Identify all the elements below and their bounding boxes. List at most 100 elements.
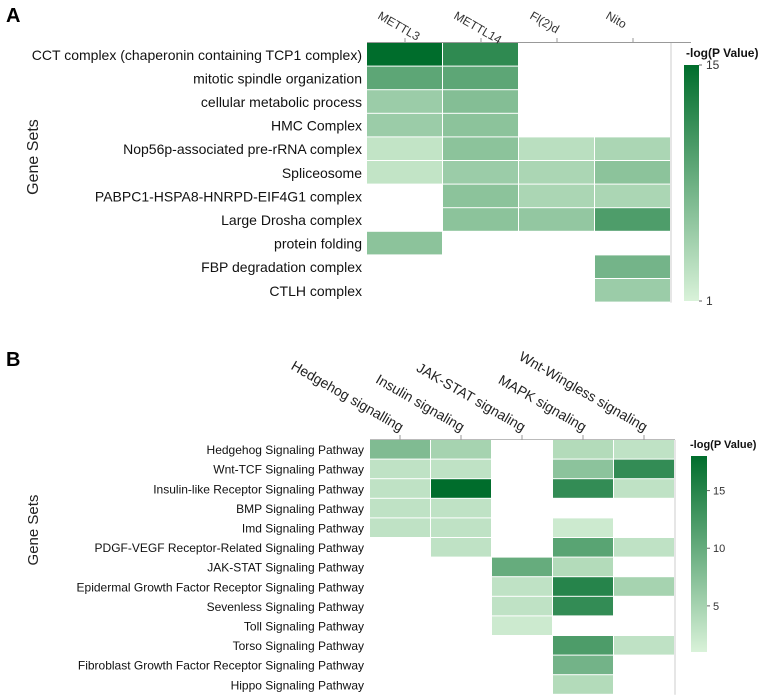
heatmap-cell — [370, 479, 430, 498]
heatmap-cell — [367, 90, 442, 113]
heatmap-cell — [614, 479, 674, 498]
row-label: protein folding — [274, 236, 362, 252]
heatmap-cell — [370, 518, 430, 537]
heatmap-cell — [553, 675, 613, 694]
heatmap-cell — [595, 184, 670, 208]
heatmap-cell — [367, 231, 442, 255]
y-axis-title: Gene Sets — [25, 119, 42, 195]
heatmap-cell — [595, 161, 670, 184]
heatmap-cell — [595, 279, 670, 302]
row-label: Hippo Signaling Pathway — [231, 678, 364, 692]
row-label: PABPC1-HSPA8-HNRPD-EIF4G1 complex — [95, 188, 362, 204]
colorbar-tick-label: 5 — [713, 601, 719, 613]
row-label: Insulin-like Receptor Signaling Pathway — [153, 482, 364, 496]
heatmap-cell — [443, 66, 518, 90]
heatmap-cell — [492, 596, 552, 616]
row-label: JAK-STAT Signaling Pathway — [207, 561, 364, 575]
heatmap-cell — [553, 440, 613, 459]
row-label: cellular metabolic process — [201, 94, 362, 110]
colorbar-tick-label: 1 — [706, 294, 713, 308]
column-label: JAK-STAT signaling — [414, 359, 528, 434]
heatmap-cell — [595, 255, 670, 278]
heatmap-cell — [553, 459, 613, 479]
row-label: Large Drosha complex — [221, 212, 362, 228]
heatmap-cell — [553, 557, 613, 577]
row-label: Spliceosome — [282, 165, 362, 181]
row-label: HMC Complex — [271, 118, 362, 134]
colorbar — [684, 65, 699, 301]
heatmap-cell — [431, 459, 491, 479]
heatmap-cell — [367, 137, 442, 160]
heatmap-cell — [431, 440, 491, 459]
row-label: Epidermal Growth Factor Receptor Signali… — [77, 580, 364, 594]
row-label: CTLH complex — [269, 283, 362, 299]
row-label: Fibroblast Growth Factor Receptor Signal… — [78, 659, 364, 673]
row-label: Toll Signaling Pathway — [244, 620, 364, 634]
row-label: CCT complex (chaperonin containing TCP1 … — [32, 47, 362, 63]
row-label: mitotic spindle organization — [193, 70, 362, 86]
row-label: Sevenless Signaling Pathway — [207, 600, 364, 614]
column-label: Fl(2)d — [528, 8, 562, 36]
colorbar-tick-label: 15 — [706, 58, 720, 72]
heatmap-cell — [553, 636, 613, 655]
heatmap-cell — [443, 90, 518, 113]
heatmap-cell — [431, 518, 491, 537]
heatmap-cell — [553, 596, 613, 616]
heatmap-cell — [367, 113, 442, 137]
column-label: METTL3 — [376, 8, 423, 43]
column-label: Nito — [604, 8, 630, 31]
row-label: Hedgehog Signaling Pathway — [207, 443, 364, 457]
row-label: PDGF-VEGF Receptor-Related Signaling Pat… — [95, 541, 364, 555]
heatmap-cell — [553, 518, 613, 537]
heatmap-cell — [492, 616, 552, 635]
heatmap-cell — [492, 557, 552, 577]
row-label: Torso Signaling Pathway — [233, 639, 364, 653]
heatmap-cell — [443, 137, 518, 160]
heatmap-cell — [614, 538, 674, 557]
row-label: Imd Signaling Pathway — [242, 522, 364, 536]
heatmap-cell — [614, 440, 674, 459]
heatmap-cell — [492, 577, 552, 596]
heatmap-cell — [431, 538, 491, 557]
heatmap-cell — [595, 137, 670, 160]
heatmap-cell — [519, 184, 594, 208]
heatmap-cell — [519, 137, 594, 160]
heatmap-panel-b: B Gene Sets Hedgehog Signaling Pathway Wnt-… — [6, 348, 757, 695]
colorbar-title: -log(P Value) — [690, 439, 757, 451]
heatmap-cell — [553, 655, 613, 675]
heatmap-cell — [367, 161, 442, 184]
column-label: Hedgehog signalling — [289, 357, 407, 434]
heatmap-cell — [370, 459, 430, 479]
column-label: METTL14 — [452, 8, 505, 47]
panel-label: A — [6, 5, 20, 27]
colorbar-tick-label: 15 — [713, 486, 725, 498]
row-label: Nop56p-associated pre-rRNA complex — [123, 141, 362, 157]
heatmap-cell — [595, 208, 670, 231]
heatmap-cell — [614, 459, 674, 479]
heatmap-cell — [431, 479, 491, 498]
heatmap-cell — [370, 440, 430, 459]
heatmap-cell — [443, 161, 518, 184]
heatmap-cell — [614, 636, 674, 655]
heatmap-cell — [443, 184, 518, 208]
heatmap-cell — [553, 538, 613, 557]
heatmap-cell — [614, 577, 674, 596]
colorbar-title: -log(P Value) — [686, 46, 758, 60]
heatmap-cell — [431, 498, 491, 518]
heatmap-cell — [443, 208, 518, 231]
heatmap-cell — [367, 43, 442, 66]
colorbar-tick-label: 10 — [713, 543, 725, 555]
panel-label: B — [6, 349, 20, 371]
heatmap-panel-a: A Gene Sets CCT complex (chaperonin contai… — [6, 5, 758, 308]
heatmap-cell — [370, 498, 430, 518]
heatmap-cell — [367, 66, 442, 90]
heatmap-cell — [443, 113, 518, 137]
row-label: BMP Signaling Pathway — [236, 502, 364, 516]
colorbar — [691, 456, 707, 652]
heatmap-cell — [553, 577, 613, 596]
heatmap-cell — [443, 43, 518, 66]
heatmap-cell — [519, 161, 594, 184]
heatmap-cell — [519, 208, 594, 231]
heatmap-cell — [553, 479, 613, 498]
